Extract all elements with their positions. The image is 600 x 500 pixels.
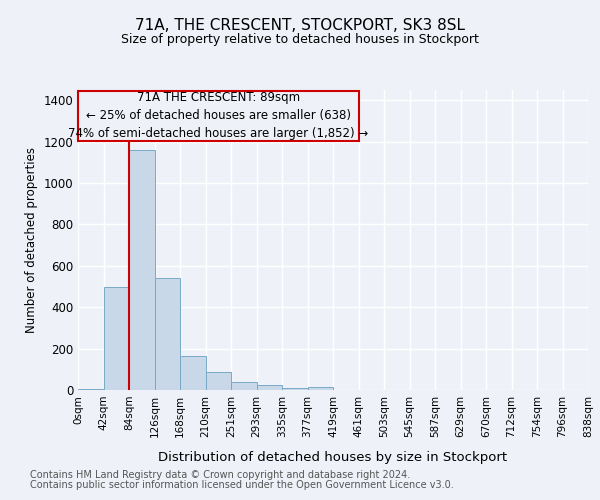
Text: Contains HM Land Registry data © Crown copyright and database right 2024.: Contains HM Land Registry data © Crown c… — [30, 470, 410, 480]
Bar — [104, 286, 129, 390]
Bar — [282, 388, 308, 390]
Bar — [257, 386, 282, 390]
Bar — [155, 278, 180, 390]
X-axis label: Distribution of detached houses by size in Stockport: Distribution of detached houses by size … — [158, 451, 508, 464]
Bar — [205, 372, 231, 390]
Bar — [78, 388, 104, 390]
Text: 71A THE CRESCENT: 89sqm
← 25% of detached houses are smaller (638)
74% of semi-d: 71A THE CRESCENT: 89sqm ← 25% of detache… — [68, 92, 368, 140]
Bar — [180, 356, 205, 390]
Text: Size of property relative to detached houses in Stockport: Size of property relative to detached ho… — [121, 32, 479, 46]
FancyBboxPatch shape — [78, 91, 359, 140]
Y-axis label: Number of detached properties: Number of detached properties — [25, 147, 38, 333]
Bar — [308, 388, 333, 390]
Bar — [129, 150, 155, 390]
Bar — [231, 382, 257, 390]
Text: 71A, THE CRESCENT, STOCKPORT, SK3 8SL: 71A, THE CRESCENT, STOCKPORT, SK3 8SL — [135, 18, 465, 32]
Text: Contains public sector information licensed under the Open Government Licence v3: Contains public sector information licen… — [30, 480, 454, 490]
